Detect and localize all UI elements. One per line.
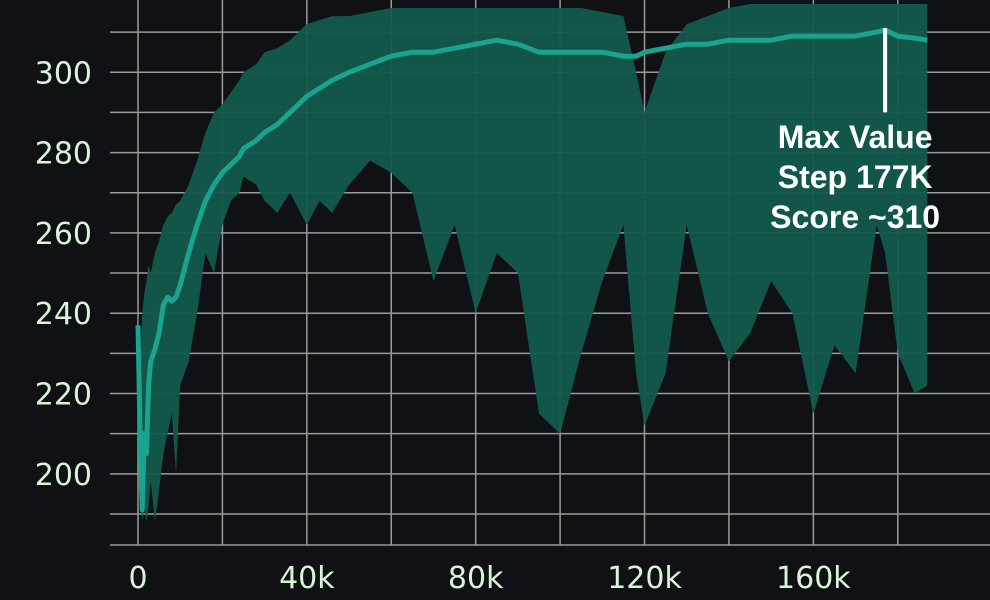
y-tick-label: 280 xyxy=(35,137,92,172)
y-tick-labels: 200 220 240 260 280 300 xyxy=(35,56,92,493)
x-tick-label: 0 xyxy=(128,561,147,596)
annotation-line: Max Value xyxy=(778,119,933,155)
y-tick-label: 200 xyxy=(35,458,92,493)
y-tick-label: 220 xyxy=(35,378,92,413)
x-tick-label: 80k xyxy=(448,561,504,596)
y-tick-label: 300 xyxy=(35,56,92,91)
y-tick-label: 260 xyxy=(35,217,92,252)
annotation-line: Step 177K xyxy=(778,159,933,195)
max-value-annotation: Max Value Step 177K Score ~310 xyxy=(770,119,940,235)
x-tick-label: 160k xyxy=(776,561,851,596)
x-tick-labels: 0 40k 80k 120k 160k xyxy=(128,561,851,596)
smoothed-score-line xyxy=(135,27,928,513)
score-variance-band xyxy=(138,4,928,522)
annotation-line: Score ~310 xyxy=(770,199,940,235)
x-tick-label: 40k xyxy=(279,561,335,596)
x-tick-label: 120k xyxy=(607,561,682,596)
y-tick-label: 240 xyxy=(35,297,92,332)
